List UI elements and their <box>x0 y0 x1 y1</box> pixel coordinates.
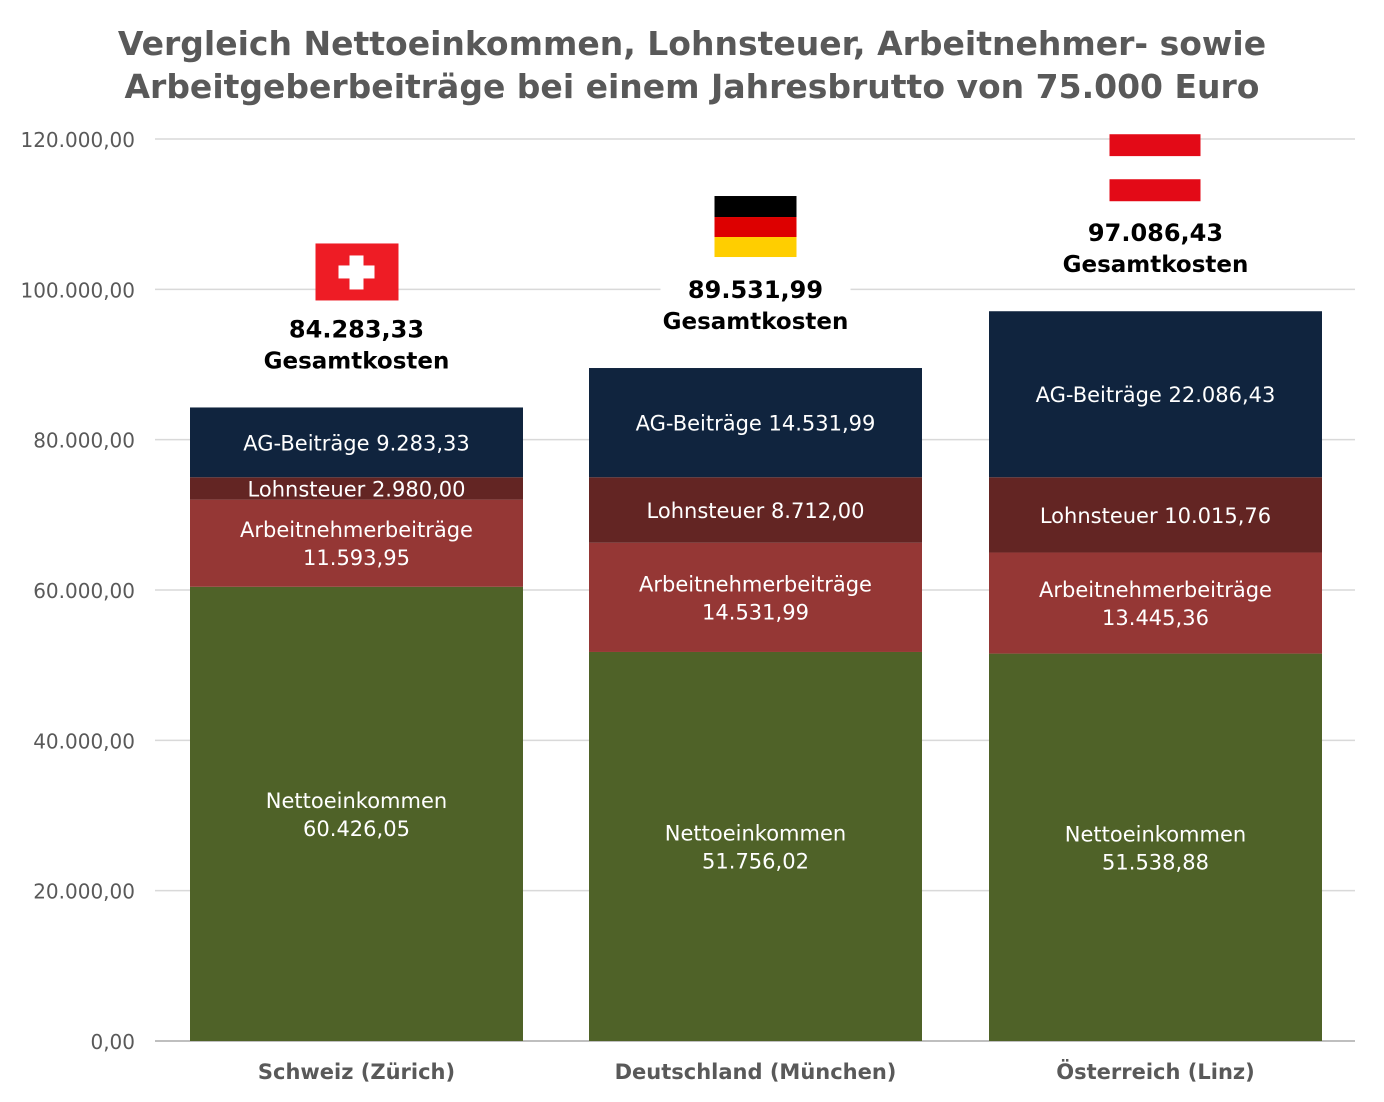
bar-segment-lohnsteuer <box>989 477 1322 553</box>
bar-segment-arbeitnehmerbeiträge <box>589 542 922 652</box>
y-tick-label: 80.000,00 <box>33 429 135 453</box>
data-label: Nettoeinkommen <box>266 789 447 813</box>
y-tick-label: 0,00 <box>90 1030 135 1054</box>
flag-stripe-red <box>714 217 797 238</box>
bar-segment-arbeitnehmerbeiträge <box>989 552 1322 654</box>
flag-stripe-black <box>714 196 797 218</box>
flag-stripe-red-bottom <box>1109 179 1201 202</box>
y-tick-label: 60.000,00 <box>33 579 135 603</box>
total-label: Gesamtkosten <box>1063 252 1249 278</box>
data-label: AG-Beiträge 14.531,99 <box>636 412 876 436</box>
bar-segment-ag-beiträge <box>989 311 1322 478</box>
data-label: 11.593,95 <box>303 546 410 570</box>
data-label: Lohnsteuer 10.015,76 <box>1040 504 1271 528</box>
chart-title-line-2: Arbeitgeberbeiträge bei einem Jahresbrut… <box>124 67 1260 106</box>
total-value: 97.086,43 <box>1088 219 1223 247</box>
flag-stripe-gold <box>714 237 797 258</box>
total-label-background <box>261 307 452 372</box>
chart-title: Vergleich Nettoeinkommen, Lohnsteuer, Ar… <box>0 22 1384 108</box>
bar-segment-arbeitnehmerbeiträge <box>190 499 523 587</box>
data-label: Lohnsteuer 2.980,00 <box>248 477 466 501</box>
total-value: 89.531,99 <box>688 276 823 304</box>
data-label: Arbeitnehmerbeiträge <box>240 518 473 542</box>
bar-segment-nettoeinkommen <box>190 586 523 1041</box>
austria-flag-icon <box>1109 134 1201 202</box>
x-category-label: Österreich (Linz) <box>1056 1059 1254 1084</box>
data-label: 60.426,05 <box>303 817 410 841</box>
flag-cross-horizontal <box>338 265 375 279</box>
y-tick-label: 100.000,00 <box>20 278 135 302</box>
chart-title-line-1: Vergleich Nettoeinkommen, Lohnsteuer, Ar… <box>117 24 1267 63</box>
x-category-label: Schweiz (Zürich) <box>258 1060 455 1084</box>
bar-segment-ag-beiträge <box>190 407 523 478</box>
y-tick-label: 120.000,00 <box>20 128 135 152</box>
total-value: 84.283,33 <box>289 315 424 343</box>
y-tick-label: 40.000,00 <box>33 729 135 753</box>
data-label: AG-Beiträge 9.283,33 <box>243 431 469 455</box>
data-label: 51.756,02 <box>702 849 809 873</box>
data-label: Lohnsteuer 8.712,00 <box>647 499 865 523</box>
bar-segment-nettoeinkommen <box>589 651 922 1041</box>
germany-flag-icon <box>714 196 797 258</box>
switzerland-flag-icon <box>315 243 399 301</box>
bar-segment-lohnsteuer <box>589 477 922 543</box>
flag-stripe-white <box>1109 156 1201 180</box>
total-label-background <box>1060 211 1251 276</box>
data-label: 51.538,88 <box>1102 850 1209 874</box>
y-tick-label: 20.000,00 <box>33 880 135 904</box>
data-label: Nettoeinkommen <box>1065 822 1246 846</box>
total-label: Gesamtkosten <box>264 348 450 374</box>
data-label: 13.445,36 <box>1102 606 1209 630</box>
data-label: AG-Beiträge 22.086,43 <box>1036 383 1276 407</box>
bar-segment-nettoeinkommen <box>989 653 1322 1041</box>
total-label-background <box>660 268 851 333</box>
flag-stripe-red-top <box>1109 134 1201 157</box>
data-label: Arbeitnehmerbeiträge <box>639 572 872 596</box>
total-label: Gesamtkosten <box>663 309 849 335</box>
bar-segment-ag-beiträge <box>589 368 922 478</box>
data-label: 14.531,99 <box>702 600 809 624</box>
data-label: Arbeitnehmerbeiträge <box>1039 578 1272 602</box>
bar-segment-lohnsteuer <box>190 477 523 500</box>
data-label: Nettoeinkommen <box>665 821 846 845</box>
x-category-label: Deutschland (München) <box>615 1060 897 1084</box>
